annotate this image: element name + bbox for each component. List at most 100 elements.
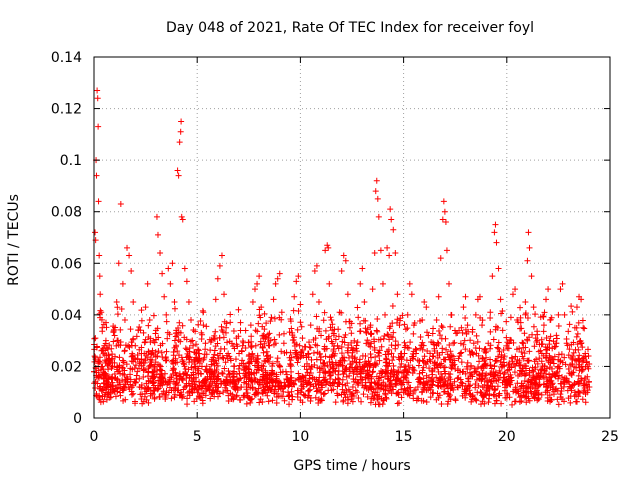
data-point (330, 386, 337, 393)
data-point (544, 398, 551, 405)
data-point (335, 371, 342, 378)
data-point (156, 366, 163, 373)
data-point (355, 394, 362, 401)
data-point-peak (443, 247, 450, 254)
data-point (243, 373, 250, 380)
data-point (254, 366, 261, 373)
data-point (322, 353, 329, 360)
data-point-peak (313, 262, 320, 269)
data-point (382, 390, 389, 397)
data-point (580, 382, 587, 389)
data-point-peak (433, 317, 440, 324)
data-point (299, 373, 306, 380)
data-point (519, 339, 526, 346)
data-point (232, 356, 239, 363)
data-point (538, 358, 545, 365)
data-point (248, 378, 254, 385)
data-point (579, 317, 586, 324)
data-point (402, 363, 409, 370)
x-tick-label: 0 (90, 429, 99, 445)
data-point (169, 367, 176, 374)
data-point (576, 380, 583, 387)
data-point-peak (266, 342, 273, 349)
data-point (138, 307, 145, 314)
data-point (96, 396, 103, 403)
data-point (467, 337, 474, 344)
data-point (307, 344, 314, 351)
data-point (176, 370, 183, 377)
data-point-peak (349, 353, 355, 360)
data-point (525, 395, 532, 402)
data-point (151, 364, 158, 371)
data-point (220, 355, 227, 362)
data-point (380, 386, 387, 393)
data-point (254, 328, 261, 335)
data-point (306, 372, 313, 379)
data-point (493, 357, 500, 364)
data-point (255, 379, 262, 386)
data-point (117, 392, 124, 399)
data-point-peak (507, 314, 514, 321)
data-point (418, 389, 425, 396)
data-point (518, 382, 525, 389)
data-point (388, 390, 395, 397)
data-point (198, 363, 205, 370)
data-point (189, 337, 196, 344)
data-point (195, 392, 202, 399)
data-point (323, 379, 330, 386)
data-point (534, 331, 541, 338)
data-point (414, 383, 421, 390)
data-point-peak (375, 213, 382, 220)
data-point-peak (101, 342, 108, 349)
data-point-peak (520, 340, 527, 347)
data-point (231, 373, 238, 380)
data-point (394, 400, 401, 407)
data-point (575, 379, 582, 386)
data-point (496, 348, 503, 355)
data-point (579, 396, 586, 403)
data-point (533, 387, 540, 394)
data-point (240, 367, 247, 374)
data-point (452, 397, 459, 404)
data-point (339, 368, 346, 375)
data-point (101, 370, 108, 377)
data-point (304, 351, 311, 358)
data-point (105, 381, 112, 388)
data-point (533, 339, 540, 346)
data-point (555, 322, 562, 329)
data-point (281, 397, 288, 404)
data-point (407, 339, 414, 346)
data-point-peak (309, 291, 316, 298)
data-point-peak (307, 322, 314, 329)
data-point-peak (115, 260, 122, 267)
data-point (448, 365, 455, 372)
data-point (134, 355, 141, 362)
data-point (494, 344, 501, 351)
data-point (102, 337, 109, 344)
data-point (248, 371, 255, 378)
data-point (260, 384, 267, 391)
data-point (364, 326, 371, 333)
data-point-peak (138, 350, 145, 357)
data-point (438, 376, 445, 383)
data-point (219, 328, 226, 335)
data-point (236, 370, 243, 377)
data-point (357, 328, 364, 335)
data-point-peak (293, 278, 300, 285)
data-point-peak (233, 335, 240, 342)
data-point (138, 317, 145, 324)
data-point (461, 337, 468, 344)
data-point (225, 392, 232, 399)
data-point (211, 360, 218, 367)
data-point (459, 329, 466, 336)
data-point (152, 385, 159, 392)
data-point (119, 387, 126, 394)
data-point (159, 353, 166, 360)
data-point (139, 400, 146, 407)
data-point (315, 399, 322, 406)
data-point (236, 376, 243, 383)
chart-title: Day 048 of 2021, Rate Of TEC Index for r… (166, 20, 534, 36)
data-point (357, 320, 364, 327)
data-point (293, 349, 300, 356)
